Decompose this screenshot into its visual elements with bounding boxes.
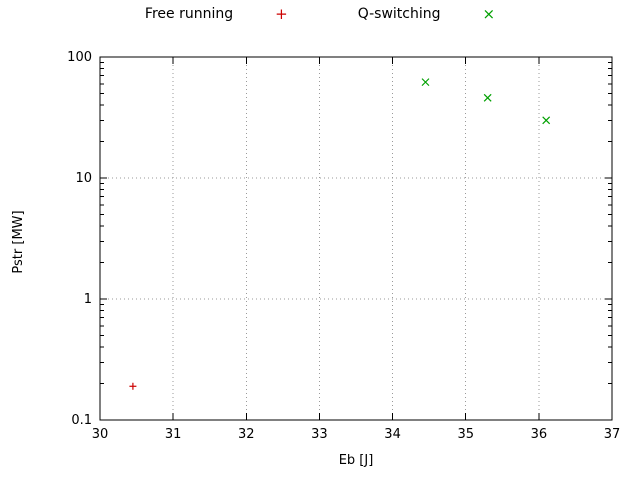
y-tick-label: 10 — [75, 171, 92, 186]
x-tick-label: 32 — [238, 427, 255, 442]
x-tick-label: 30 — [92, 427, 109, 442]
gridlines — [99, 56, 613, 421]
y-tick-label: 100 — [67, 50, 92, 65]
x-axis-label: Eb [J] — [339, 453, 374, 468]
axis-ticks — [99, 56, 613, 421]
x-tick-label: 33 — [311, 427, 328, 442]
tick-labels: 30 31 32 33 34 35 36 37 0.1 1 10 100 — [67, 50, 620, 442]
x-tick-label: 34 — [384, 427, 401, 442]
x-tick-label: 35 — [457, 427, 474, 442]
data-points — [129, 78, 551, 390]
x-tick-label: 37 — [604, 427, 621, 442]
y-axis-label: Pstr [MW] — [11, 210, 26, 273]
series-free-running — [129, 382, 137, 390]
y-tick-label: 1 — [84, 292, 92, 307]
plot-border — [99, 56, 613, 421]
x-tick-label: 31 — [165, 427, 182, 442]
y-tick-label: 0.1 — [71, 413, 92, 428]
series-q-switching — [421, 78, 551, 125]
x-tick-label: 36 — [531, 427, 548, 442]
